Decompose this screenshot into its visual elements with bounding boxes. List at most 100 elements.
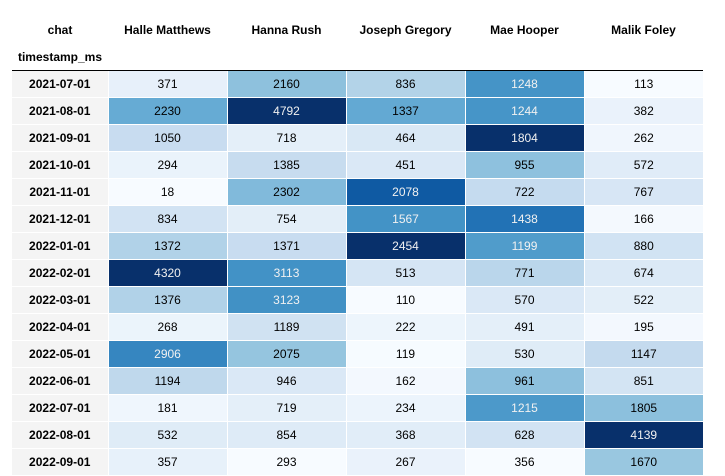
heatmap-cell: 767 — [583, 178, 703, 206]
row-label: 2022-06-01 — [12, 367, 108, 395]
heatmap-cell: 357 — [107, 448, 227, 476]
heatmap-cell: 513 — [345, 259, 465, 287]
column-header: Mae Hooper — [490, 22, 559, 37]
heatmap-cell: 294 — [107, 151, 227, 179]
heatmap-cell: 368 — [345, 421, 465, 449]
heatmap-cell: 961 — [464, 367, 584, 395]
row-label: 2022-02-01 — [12, 259, 108, 287]
heatmap-table-container: chat Halle Matthews Hanna Rush Joseph Greg… — [12, 16, 703, 476]
row-label: 2022-08-01 — [12, 421, 108, 449]
row-label: 2021-08-01 — [12, 97, 108, 125]
heatmap-cell: 371 — [107, 70, 227, 98]
heatmap-cell: 356 — [464, 448, 584, 476]
heatmap-cell: 464 — [345, 124, 465, 152]
heatmap-cell: 110 — [345, 286, 465, 314]
row-label: 2021-12-01 — [12, 205, 108, 233]
heatmap-cell: 955 — [464, 151, 584, 179]
heatmap-cell: 1567 — [345, 205, 465, 233]
heatmap-cell: 1385 — [226, 151, 346, 179]
heatmap-cell: 530 — [464, 340, 584, 368]
heatmap-cell: 2906 — [107, 340, 227, 368]
heatmap-cell: 382 — [583, 97, 703, 125]
row-label: 2022-05-01 — [12, 340, 108, 368]
row-label: 2022-04-01 — [12, 313, 108, 341]
heatmap-cell: 572 — [583, 151, 703, 179]
heatmap-cell: 1050 — [107, 124, 227, 152]
heatmap-body: 2021-07-01 371 2160 836 1248 113 2021-08-01 223… — [12, 70, 703, 476]
heatmap-cell: 1147 — [583, 340, 703, 368]
heatmap-cell: 181 — [107, 394, 227, 422]
table-row: 2021-11-01 18 2302 2078 722 767 — [12, 178, 703, 206]
index-row-spacer — [227, 43, 346, 71]
heatmap-cell: 851 — [583, 367, 703, 395]
heatmap-cell: 451 — [345, 151, 465, 179]
heatmap-cell: 854 — [226, 421, 346, 449]
table-row: 2021-07-01 371 2160 836 1248 113 — [12, 70, 703, 98]
heatmap-cell: 834 — [107, 205, 227, 233]
heatmap-cell: 3123 — [226, 286, 346, 314]
index-name-label: timestamp_ms — [12, 43, 108, 71]
columns-name-label: chat — [47, 22, 73, 37]
heatmap-cell: 195 — [583, 313, 703, 341]
heatmap-cell: 4139 — [583, 421, 703, 449]
heatmap-cell: 162 — [345, 367, 465, 395]
heatmap-cell: 628 — [464, 421, 584, 449]
row-label: 2021-10-01 — [12, 151, 108, 179]
table-row: 2022-01-01 1372 1371 2454 1199 880 — [12, 232, 703, 260]
heatmap-cell: 570 — [464, 286, 584, 314]
heatmap-cell: 4320 — [107, 259, 227, 287]
heatmap-cell: 946 — [226, 367, 346, 395]
column-header: Hanna Rush — [251, 22, 322, 37]
heatmap-cell: 234 — [345, 394, 465, 422]
heatmap-cell: 4792 — [226, 97, 346, 125]
index-row-spacer — [584, 43, 703, 71]
heatmap-cell: 1372 — [107, 232, 227, 260]
heatmap-cell: 771 — [464, 259, 584, 287]
heatmap-cell: 2078 — [345, 178, 465, 206]
heatmap-cell: 267 — [345, 448, 465, 476]
heatmap-cell: 1805 — [583, 394, 703, 422]
row-label: 2021-09-01 — [12, 124, 108, 152]
heatmap-cell: 2230 — [107, 97, 227, 125]
table-row: 2022-07-01 181 719 234 1215 1805 — [12, 394, 703, 422]
row-label: 2022-03-01 — [12, 286, 108, 314]
table-row: 2022-09-01 357 293 267 356 1670 — [12, 448, 703, 476]
table-row: 2022-03-01 1376 3123 110 570 522 — [12, 286, 703, 314]
heatmap-cell: 1371 — [226, 232, 346, 260]
heatmap-cell: 1244 — [464, 97, 584, 125]
table-row: 2021-08-01 2230 4792 1337 1244 382 — [12, 97, 703, 125]
heatmap-cell: 754 — [226, 205, 346, 233]
heatmap-cell: 113 — [583, 70, 703, 98]
heatmap-cell: 1376 — [107, 286, 227, 314]
heatmap-cell: 1670 — [583, 448, 703, 476]
heatmap-cell: 222 — [345, 313, 465, 341]
heatmap-cell: 491 — [464, 313, 584, 341]
heatmap-cell: 1194 — [107, 367, 227, 395]
heatmap-cell: 268 — [107, 313, 227, 341]
heatmap-cell: 1337 — [345, 97, 465, 125]
row-label: 2022-01-01 — [12, 232, 108, 260]
heatmap-cell: 880 — [583, 232, 703, 260]
heatmap-cell: 836 — [345, 70, 465, 98]
heatmap-cell: 722 — [464, 178, 584, 206]
heatmap-cell: 1804 — [464, 124, 584, 152]
table-row: 2021-10-01 294 1385 451 955 572 — [12, 151, 703, 179]
index-row-spacer — [346, 43, 465, 71]
table-row: 2021-09-01 1050 718 464 1804 262 — [12, 124, 703, 152]
heatmap-cell: 532 — [107, 421, 227, 449]
heatmap-cell: 2302 — [226, 178, 346, 206]
heatmap-cell: 293 — [226, 448, 346, 476]
column-header: Halle Matthews — [124, 22, 211, 37]
row-label: 2022-09-01 — [12, 448, 108, 476]
table-row: 2022-04-01 268 1189 222 491 195 — [12, 313, 703, 341]
table-row: 2022-05-01 2906 2075 119 530 1147 — [12, 340, 703, 368]
row-label: 2021-11-01 — [12, 178, 108, 206]
column-header-row: chat Halle Matthews Hanna Rush Joseph Greg… — [12, 16, 703, 43]
column-header: Joseph Gregory — [359, 22, 452, 37]
heatmap-cell: 2454 — [345, 232, 465, 260]
heatmap-cell: 1199 — [464, 232, 584, 260]
heatmap-cell: 674 — [583, 259, 703, 287]
index-row-spacer — [465, 43, 584, 71]
index-row-spacer — [108, 43, 227, 71]
heatmap-cell: 2075 — [226, 340, 346, 368]
